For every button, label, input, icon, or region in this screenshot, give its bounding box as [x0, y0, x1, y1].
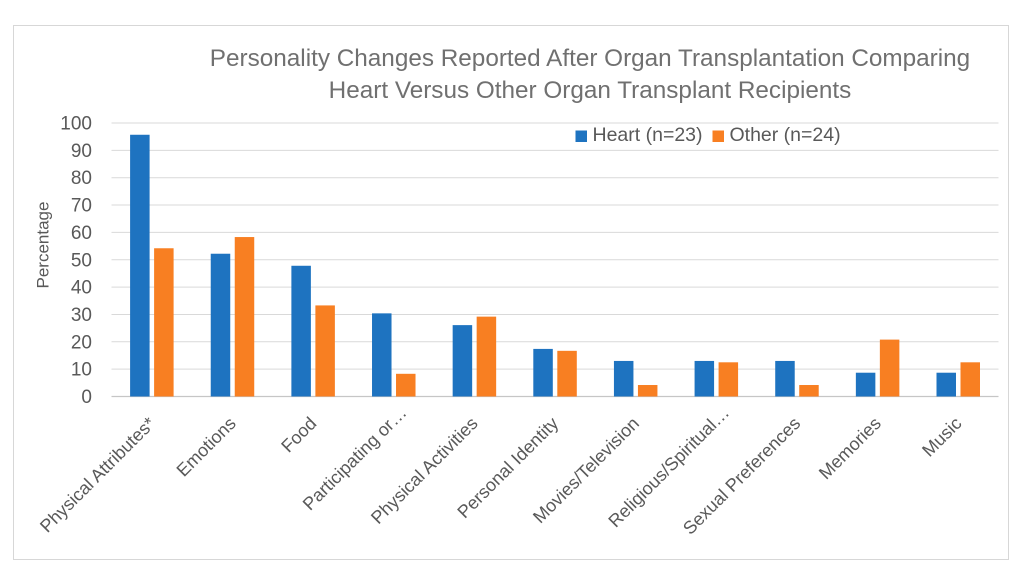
- svg-text:Heart Versus Other Organ Trans: Heart Versus Other Organ Transplant Reci…: [329, 77, 852, 104]
- svg-text:Percentage: Percentage: [34, 202, 53, 289]
- svg-text:60: 60: [71, 223, 92, 244]
- svg-text:Other (n=24): Other (n=24): [730, 124, 841, 146]
- svg-text:10: 10: [71, 360, 92, 381]
- svg-text:100: 100: [60, 114, 92, 135]
- svg-text:80: 80: [71, 168, 92, 189]
- svg-text:70: 70: [71, 196, 92, 217]
- svg-text:40: 40: [71, 278, 92, 299]
- svg-text:30: 30: [71, 305, 92, 326]
- svg-text:Personality Changes Reported A: Personality Changes Reported After Organ…: [210, 45, 970, 72]
- svg-text:0: 0: [81, 387, 92, 408]
- svg-text:Heart (n=23): Heart (n=23): [593, 124, 703, 146]
- svg-text:90: 90: [71, 141, 92, 162]
- svg-text:20: 20: [71, 332, 92, 353]
- svg-text:50: 50: [71, 250, 92, 271]
